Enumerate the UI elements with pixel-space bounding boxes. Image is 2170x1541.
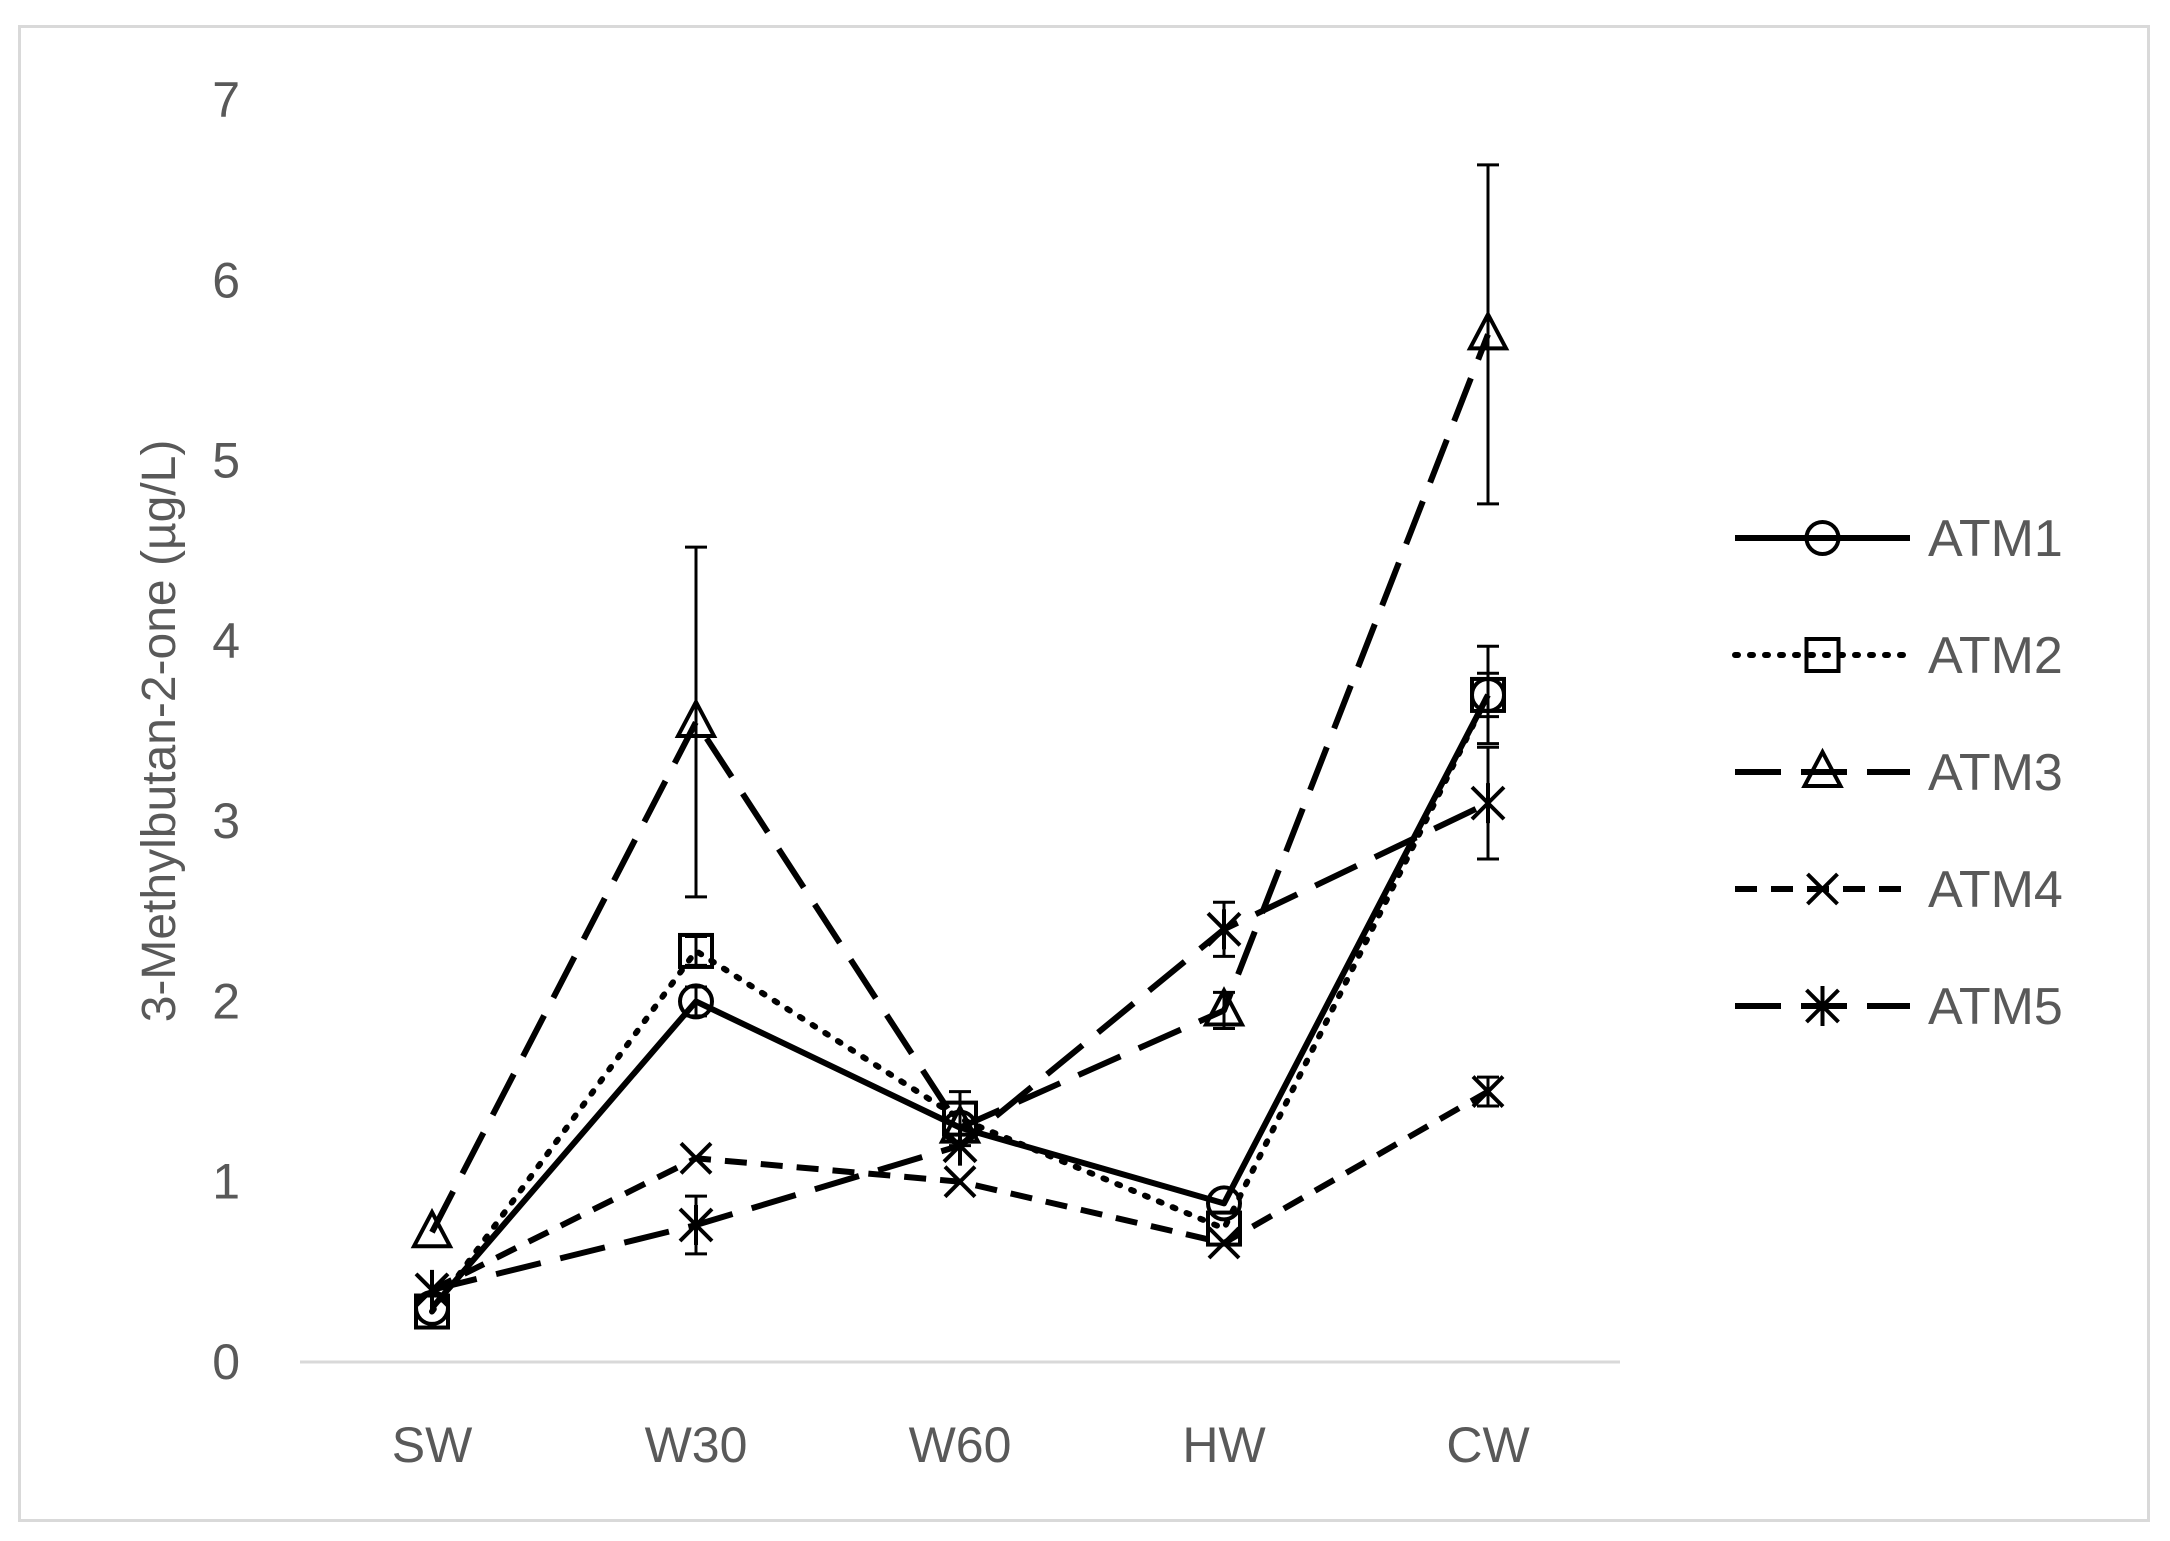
legend-marker xyxy=(1804,520,1841,556)
legend-label: ATM3 xyxy=(1928,744,2063,802)
series-line xyxy=(431,800,1490,1293)
data-point xyxy=(679,1141,713,1175)
legend-item-atm1: ATM1 xyxy=(1735,510,2063,568)
data-point xyxy=(678,983,714,1020)
data-point xyxy=(943,1165,977,1199)
legend-marker xyxy=(1806,872,1839,906)
y-tick-label: 7 xyxy=(212,72,240,128)
x-tick-label: HW xyxy=(1182,1417,1266,1473)
x-tick-label: W30 xyxy=(645,1417,748,1473)
y-tick-label: 5 xyxy=(212,433,240,489)
error-bar xyxy=(685,545,707,899)
series-atm4 xyxy=(415,1075,1505,1307)
y-tick-label: 1 xyxy=(212,1154,240,1210)
data-point xyxy=(1471,1075,1505,1108)
y-tick-label: 0 xyxy=(212,1334,240,1390)
legend-marker xyxy=(1805,986,1840,1026)
data-point xyxy=(1470,676,1506,713)
series-line xyxy=(429,691,1491,1315)
axes: 0 1 2 3 4 5 6 7 SW W30 W60 HW CW xyxy=(212,72,1620,1473)
legend-label: ATM2 xyxy=(1928,627,2063,685)
x-tick-label: W60 xyxy=(909,1417,1012,1473)
legend-item-atm4: ATM4 xyxy=(1735,861,2063,919)
legend: ATM1 ATM2 ATM3 ATM4 ATM5 xyxy=(1732,510,2063,1036)
x-tick-label: SW xyxy=(392,1417,473,1473)
legend-label: ATM4 xyxy=(1928,861,2063,919)
y-tick-label: 3 xyxy=(212,793,240,849)
x-tick-label: CW xyxy=(1446,1417,1530,1473)
data-point xyxy=(1206,909,1242,950)
y-axis-title: 3-Methylbutan-2-one (µg/L) xyxy=(133,440,186,1023)
data-point xyxy=(674,697,718,738)
series-atm3 xyxy=(410,163,1510,1249)
legend-marker xyxy=(1804,637,1841,673)
series-line xyxy=(429,693,1491,1310)
series-atm5 xyxy=(414,745,1506,1310)
legend-item-atm5: ATM5 xyxy=(1735,978,2063,1036)
data-point xyxy=(414,1269,450,1310)
data-point xyxy=(678,1204,714,1245)
data-point xyxy=(1207,1226,1241,1260)
y-tick-label: 6 xyxy=(212,252,240,308)
chart-frame xyxy=(18,25,2150,1522)
series-atm1 xyxy=(414,671,1506,1326)
legend-label: ATM1 xyxy=(1928,510,2063,568)
legend-marker xyxy=(1801,747,1844,788)
series-lines xyxy=(410,163,1510,1330)
data-point xyxy=(1202,986,1246,1027)
data-point xyxy=(410,1207,454,1249)
data-point xyxy=(678,932,714,969)
data-point xyxy=(1466,310,1510,351)
legend-item-atm2: ATM2 xyxy=(1732,627,2063,685)
y-tick-label: 2 xyxy=(212,973,240,1029)
data-point xyxy=(942,1125,978,1166)
legend-item-atm3: ATM3 xyxy=(1735,744,2063,802)
series-atm2 xyxy=(414,644,1506,1330)
data-point xyxy=(1470,783,1506,824)
legend-label: ATM5 xyxy=(1928,978,2063,1036)
data-point xyxy=(1206,1185,1242,1222)
y-tick-label: 4 xyxy=(212,613,240,669)
